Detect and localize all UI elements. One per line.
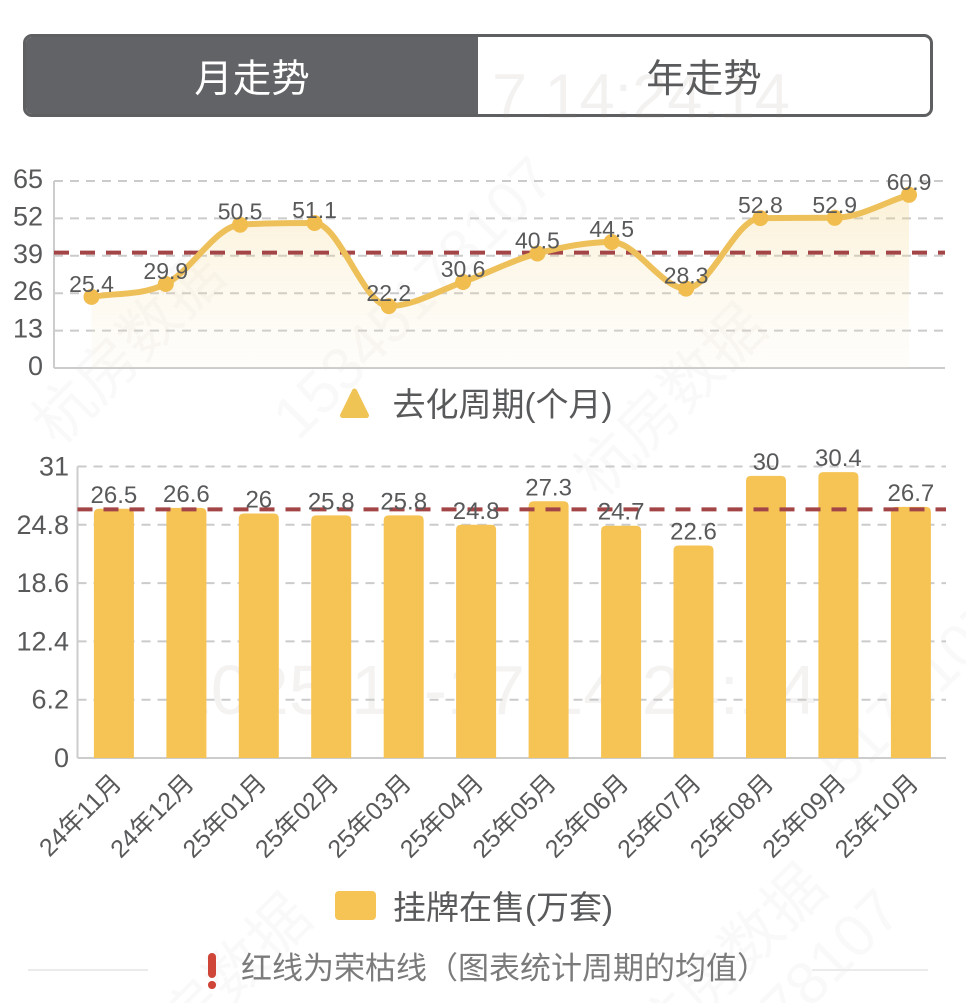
svg-text:30.4: 30.4 bbox=[815, 445, 862, 472]
svg-text:30.6: 30.6 bbox=[441, 256, 486, 282]
svg-text:60.9: 60.9 bbox=[887, 169, 932, 195]
svg-text:52: 52 bbox=[13, 201, 43, 231]
svg-text:65: 65 bbox=[13, 164, 43, 194]
svg-text:26.6: 26.6 bbox=[163, 481, 210, 508]
svg-text:24.8: 24.8 bbox=[453, 498, 500, 525]
svg-text:13: 13 bbox=[13, 314, 43, 344]
svg-text:40.5: 40.5 bbox=[515, 228, 560, 254]
svg-text:24.7: 24.7 bbox=[598, 499, 645, 526]
svg-text:27.3: 27.3 bbox=[525, 474, 572, 501]
svg-text:51.1: 51.1 bbox=[292, 197, 337, 223]
svg-text:28.3: 28.3 bbox=[664, 263, 709, 289]
svg-text:44.5: 44.5 bbox=[589, 216, 634, 242]
svg-text:18.6: 18.6 bbox=[16, 568, 69, 598]
svg-text:22.6: 22.6 bbox=[670, 519, 717, 546]
svg-text:26: 26 bbox=[13, 276, 43, 306]
svg-text:25.4: 25.4 bbox=[69, 271, 114, 297]
svg-text:0: 0 bbox=[28, 351, 43, 381]
svg-text:12.4: 12.4 bbox=[16, 626, 69, 656]
svg-text:6.2: 6.2 bbox=[31, 685, 69, 715]
svg-text:26.5: 26.5 bbox=[91, 482, 138, 509]
svg-text:26.7: 26.7 bbox=[888, 480, 935, 507]
svg-text:0: 0 bbox=[54, 743, 69, 773]
svg-text:30: 30 bbox=[753, 449, 780, 476]
svg-text:29.9: 29.9 bbox=[143, 258, 188, 284]
svg-text:50.5: 50.5 bbox=[218, 199, 263, 225]
svg-text:26: 26 bbox=[245, 487, 272, 514]
svg-text:24.8: 24.8 bbox=[16, 510, 69, 540]
svg-text:22.2: 22.2 bbox=[366, 280, 411, 306]
svg-text:25.8: 25.8 bbox=[380, 488, 427, 515]
svg-text:52.8: 52.8 bbox=[738, 192, 783, 218]
svg-text:39: 39 bbox=[13, 239, 43, 269]
svg-text:25.8: 25.8 bbox=[308, 488, 355, 515]
svg-text:31: 31 bbox=[39, 452, 69, 482]
svg-text:52.9: 52.9 bbox=[812, 192, 857, 218]
